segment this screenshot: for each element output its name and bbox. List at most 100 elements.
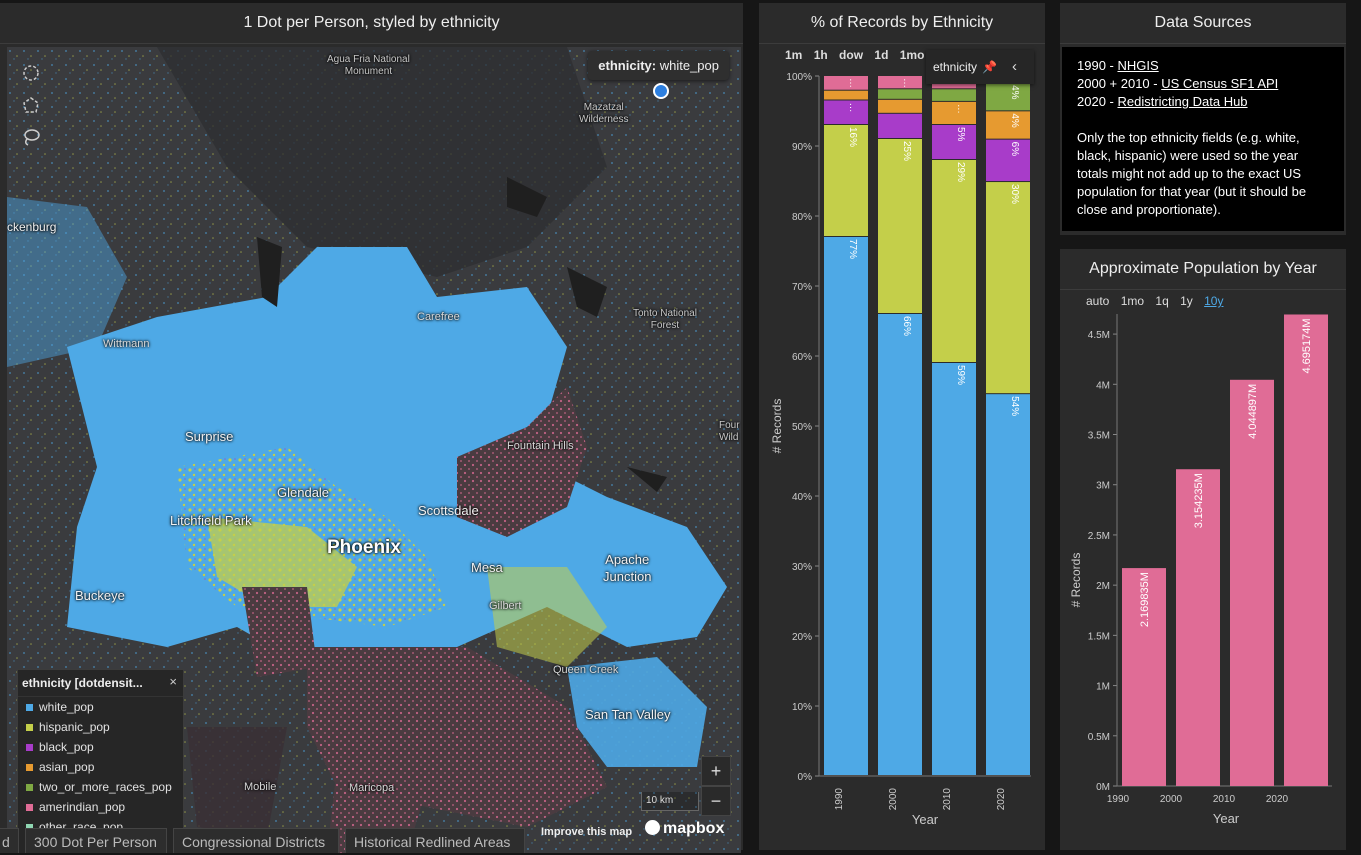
bar-data-label: … <box>955 104 966 114</box>
x-tick-label: 1990 <box>1107 794 1130 805</box>
legend-swatch <box>26 764 33 772</box>
link-census-sf1[interactable]: US Census SF1 API <box>1161 76 1279 91</box>
time-button-1mo[interactable]: 1mo <box>899 48 925 62</box>
map-label-mazatzal: Mazatzal Wilderness <box>579 102 629 125</box>
x-axis-label: Year <box>1213 811 1240 826</box>
population-time-buttons: auto 1mo 1q 1y 10y <box>1086 294 1231 308</box>
map-panel-title: 1 Dot per Person, styled by ethnicity <box>0 3 743 44</box>
tab-300-dot[interactable]: 300 Dot Per Person <box>25 828 167 853</box>
source-line-2020: 2020 - Redistricting Data Hub <box>1077 93 1329 111</box>
scale-bar: 10 km <box>641 792 699 811</box>
map-label-scottsdale: Scottsdale <box>418 503 479 518</box>
pin-icon[interactable]: 📌 <box>982 60 997 74</box>
bar-data-label: 4.044897M <box>1247 384 1259 439</box>
legend-swatch <box>26 724 33 732</box>
map-label-san-tan: San Tan Valley <box>585 707 671 722</box>
improve-map-link[interactable]: Improve this map <box>541 826 633 838</box>
sources-note: Only the top ethnicity fields (e.g. whit… <box>1077 130 1307 217</box>
legend-item-label: hispanic_pop <box>39 720 110 734</box>
bar-segment <box>986 182 1030 394</box>
population-chart-title: Approximate Population by Year <box>1060 249 1346 290</box>
legend-swatch <box>26 704 33 712</box>
source-prefix: 2020 - <box>1077 94 1118 109</box>
legend-item-label: white_pop <box>39 700 94 714</box>
bar-data-label: 16% <box>847 127 858 147</box>
link-nhgis[interactable]: NHGIS <box>1117 58 1159 73</box>
map-label-agua-fria: Agua Fria National Monument <box>327 54 410 77</box>
legend-item-label: amerindian_pop <box>39 800 126 814</box>
bar-segment <box>878 139 922 313</box>
map-label-wickenburg: ckenburg <box>7 220 57 234</box>
map-label-glendale: Glendale <box>277 485 330 500</box>
legend-swatch <box>26 824 33 832</box>
population-chart-panel: Approximate Population by Year auto 1mo … <box>1060 249 1346 850</box>
population-bar <box>1176 469 1220 786</box>
bar-data-label: 6% <box>1009 142 1020 157</box>
bar-data-label: … <box>847 78 858 88</box>
map-label-queen-creek: Queen Creek <box>553 664 619 676</box>
legend-close-icon[interactable]: × <box>169 674 177 689</box>
y-tick-label: 0% <box>798 772 813 783</box>
map-label-wittmann: Wittmann <box>103 338 150 350</box>
ethnicity-popover: ethnicity 📌 ‹ <box>926 50 1034 84</box>
population-bar <box>1122 568 1166 786</box>
map-label-phoenix: Phoenix <box>327 537 401 558</box>
tab-historical-redlined[interactable]: Historical Redlined Areas <box>345 828 525 853</box>
time-button-10y[interactable]: 10y <box>1204 294 1224 308</box>
map-label-tonto: Tonto National Forest <box>633 308 697 331</box>
zoom-out-button[interactable]: − <box>701 786 731 816</box>
y-tick-label: 3.5M <box>1088 431 1110 442</box>
legend-item-black-pop[interactable]: black_pop <box>18 737 183 757</box>
time-button-dow[interactable]: dow <box>839 48 864 62</box>
bar-data-label: 4.695174M <box>1301 318 1313 373</box>
time-button-auto[interactable]: auto <box>1086 294 1110 308</box>
mapbox-logo-text: mapbox <box>663 820 725 837</box>
legend-item-asian-pop[interactable]: asian_pop <box>18 757 183 777</box>
lasso-select-icon[interactable] <box>21 127 41 147</box>
time-button-1y[interactable]: 1y <box>1180 294 1193 308</box>
data-sources-title: Data Sources <box>1060 3 1346 44</box>
tooltip-key: ethnicity: <box>598 58 657 73</box>
dot-density-map[interactable]: ethnicity: white_pop Agua Fria National … <box>7 47 741 853</box>
zoom-in-button[interactable]: + <box>701 756 731 786</box>
y-tick-label: 1.5M <box>1088 631 1110 642</box>
map-label-buckeye: Buckeye <box>75 588 125 603</box>
bar-segment <box>878 113 922 138</box>
x-tick-label: 2010 <box>1213 794 1236 805</box>
polygon-select-icon[interactable] <box>21 95 41 115</box>
x-tick-label: 2020 <box>996 788 1007 811</box>
y-tick-label: 1M <box>1096 682 1110 693</box>
tab-congressional-districts[interactable]: Congressional Districts <box>173 828 339 853</box>
chevron-left-icon[interactable]: ‹ <box>1012 58 1017 75</box>
map-label-four: Four Wild <box>719 420 740 443</box>
bar-data-label: 54% <box>1009 396 1020 416</box>
y-tick-label: 80% <box>792 212 812 223</box>
link-redistricting-hub[interactable]: Redistricting Data Hub <box>1117 94 1248 109</box>
y-tick-label: 30% <box>792 562 812 573</box>
bar-data-label: 77% <box>847 239 858 259</box>
bar-segment <box>986 394 1030 775</box>
bar-data-label: 25% <box>901 141 912 161</box>
legend-item-two-or-more-races-pop[interactable]: two_or_more_races_pop <box>18 777 183 797</box>
time-button-1h[interactable]: 1h <box>813 48 828 62</box>
map-label-carefree: Carefree <box>417 311 460 323</box>
mapbox-logo[interactable]: mapbox <box>645 820 724 838</box>
time-button-1mo[interactable]: 1mo <box>1120 294 1145 308</box>
time-button-1d[interactable]: 1d <box>874 48 889 62</box>
legend-item-amerindian-pop[interactable]: amerindian_pop <box>18 797 183 817</box>
ethnicity-chart-title: % of Records by Ethnicity <box>759 3 1045 44</box>
ethnicity-time-buttons: 1m 1h dow 1d 1mo 1c <box>785 48 957 62</box>
legend-item-white-pop[interactable]: white_pop <box>18 697 183 717</box>
time-button-1q[interactable]: 1q <box>1155 294 1169 308</box>
bar-segment <box>824 125 868 236</box>
map-legend: ethnicity [dotdensit... × white_pop hispa… <box>17 669 184 853</box>
legend-item-label: two_or_more_races_pop <box>39 780 172 794</box>
bar-data-label: 59% <box>955 365 966 385</box>
map-label-maricopa: Maricopa <box>349 782 395 794</box>
circle-select-icon[interactable] <box>21 63 41 83</box>
bar-segment <box>932 101 976 124</box>
time-button-1m[interactable]: 1m <box>785 48 803 62</box>
tab-partial[interactable]: d <box>0 828 19 853</box>
legend-item-hispanic-pop[interactable]: hispanic_pop <box>18 717 183 737</box>
bar-data-label: 30% <box>1009 184 1020 204</box>
